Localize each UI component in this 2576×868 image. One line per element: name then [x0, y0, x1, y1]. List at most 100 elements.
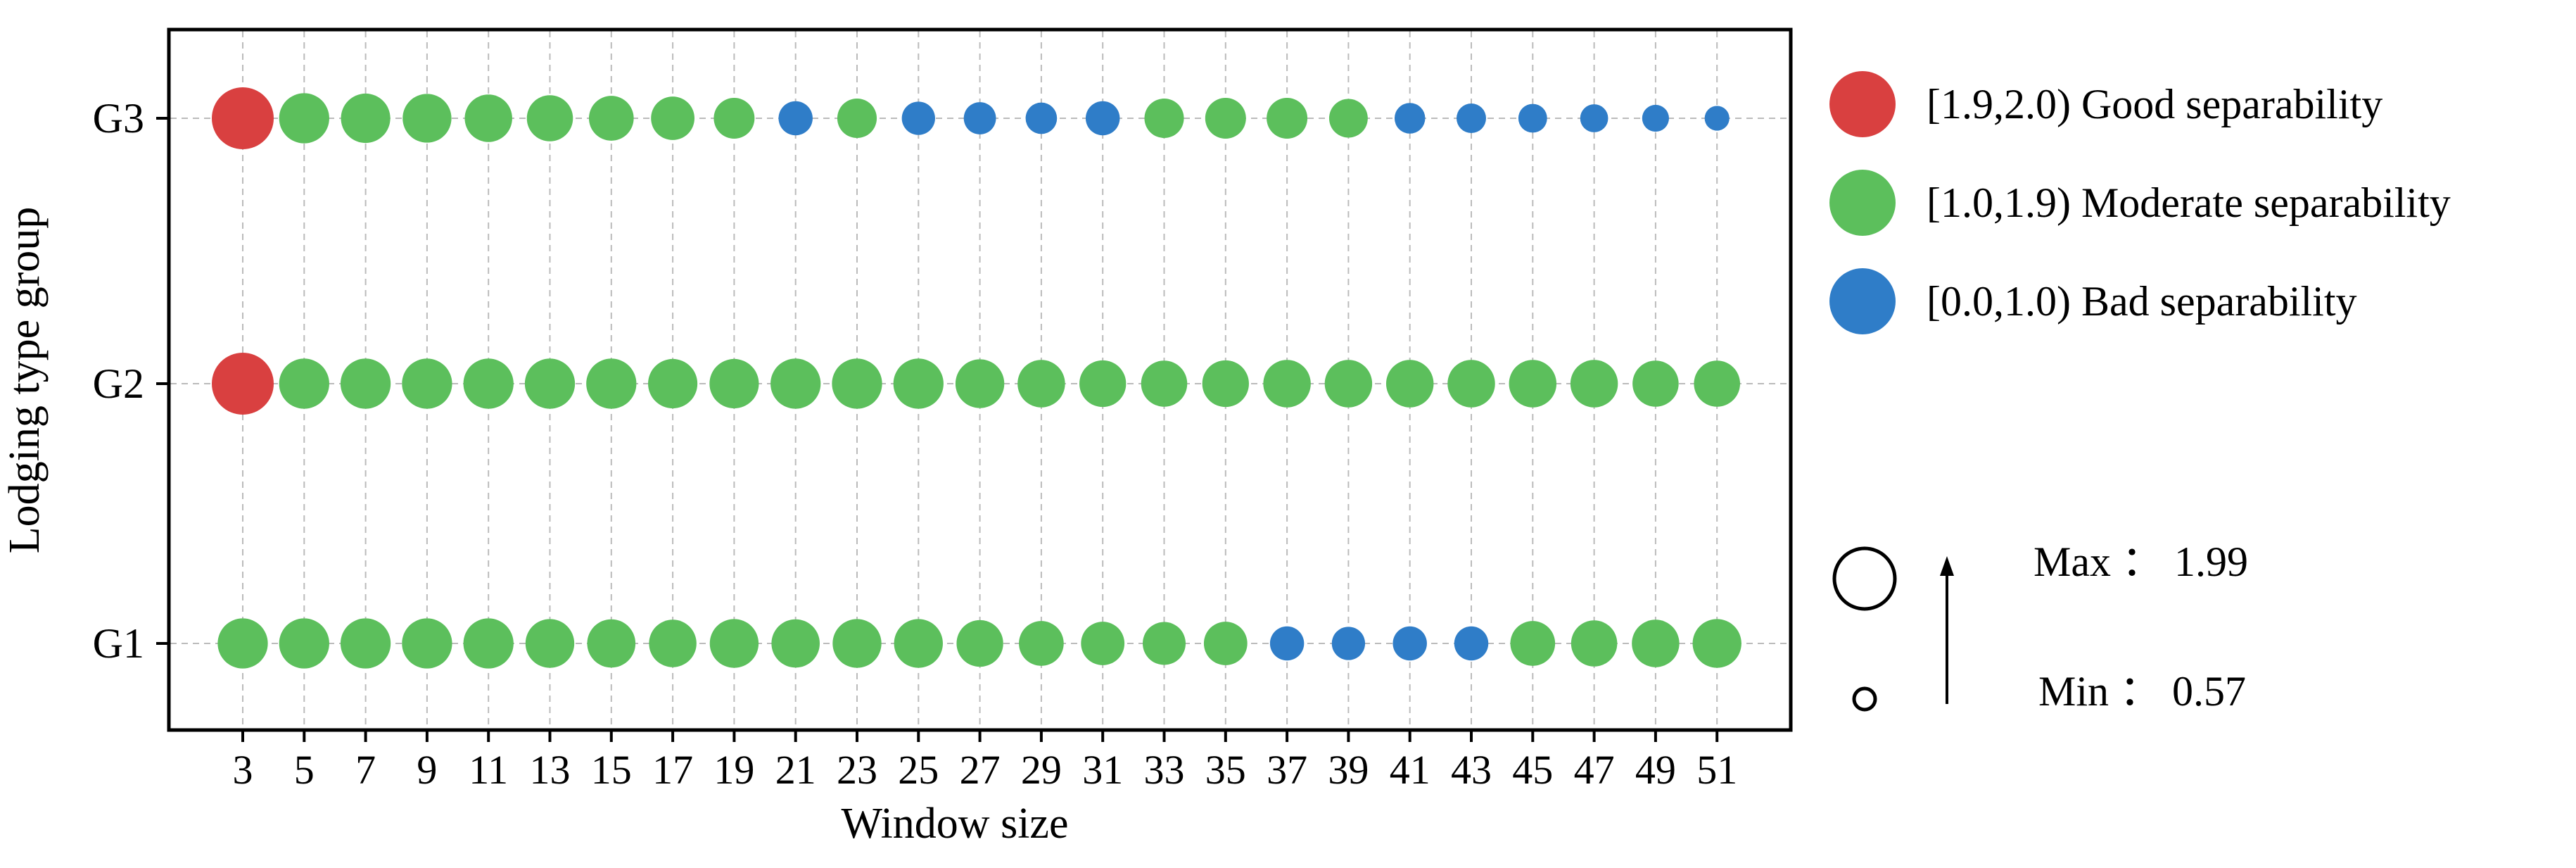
y-tick-label: G3: [93, 95, 144, 141]
bubble-point: [1328, 99, 1368, 138]
bubble-point: [1143, 622, 1186, 665]
x-tick-label: 37: [1267, 747, 1307, 793]
bubble-point: [1203, 622, 1248, 665]
legend-label: [1.0,1.9) Moderate separability: [1927, 180, 2451, 226]
x-tick-label: 47: [1574, 747, 1615, 793]
x-tick-label: 51: [1696, 747, 1737, 793]
bubble-point: [526, 95, 573, 141]
bubble-point: [1324, 360, 1373, 408]
bubble-point: [341, 93, 391, 144]
bubble-point: [1385, 360, 1434, 408]
size-legend-max-circle: [1832, 546, 1897, 611]
bubble-point: [463, 358, 514, 409]
x-tick-label: 35: [1205, 747, 1246, 793]
bubble-point: [1079, 360, 1127, 408]
bubble-point: [651, 96, 694, 140]
bubble-point: [713, 98, 755, 139]
bubble-point: [1518, 103, 1547, 133]
x-tick-label: 5: [294, 747, 315, 793]
bubble-point: [837, 98, 877, 139]
bubble-point: [464, 94, 512, 142]
size-legend-min-label: Min ： 0.57: [2038, 668, 2246, 715]
x-axis-ticks: 3 5 7 9 11 13 15 17 19 21 23 25 27 29 31 33 35 37 39 41 43 45…: [233, 730, 1737, 793]
bubble-point: [212, 87, 274, 149]
bubble-point: [1394, 103, 1426, 134]
bubble-point: [588, 96, 634, 141]
bubble-point: [402, 94, 452, 143]
x-tick-label: 41: [1390, 747, 1430, 793]
size-legend: Max ： 1.99 Min ： 0.57: [1832, 539, 2248, 715]
bubble-point: [217, 618, 268, 669]
bubble-point: [402, 618, 452, 669]
x-tick-label: 27: [960, 747, 1001, 793]
legend-swatch: [1829, 268, 1896, 334]
size-legend-min-circle: [1852, 686, 1877, 712]
bubble-point: [1025, 102, 1058, 134]
bubble-point: [1510, 621, 1556, 666]
bubble-point: [1457, 103, 1486, 133]
bubble-point: [771, 619, 820, 668]
x-tick-label: 21: [775, 747, 816, 793]
bubble-marks: [212, 87, 1741, 669]
bubble-point: [279, 618, 329, 669]
legend-swatch: [1829, 170, 1896, 236]
bubble-point: [709, 619, 759, 668]
x-tick-label: 19: [713, 747, 754, 793]
bubble-point: [1019, 621, 1064, 666]
bubble-point: [1580, 104, 1609, 132]
bubble-point: [1694, 360, 1740, 407]
grid-lines: [170, 31, 1789, 729]
bubble-point: [1331, 627, 1366, 660]
x-tick-label: 11: [469, 747, 508, 793]
bubble-point: [340, 618, 391, 669]
bubble-point: [279, 93, 329, 144]
bubble-point: [463, 618, 514, 669]
bubble-point: [1454, 626, 1489, 661]
bubble-point: [1632, 619, 1680, 667]
bubble-point: [1085, 101, 1120, 136]
bubble-point: [1144, 98, 1184, 139]
bubble-point: [525, 619, 575, 668]
bubble-point: [1269, 626, 1305, 661]
bubble-point: [1704, 106, 1730, 131]
color-legend: [1.9,2.0) Good separability [1.0,1.9) Mod…: [1829, 71, 2451, 334]
bubble-point: [1267, 98, 1308, 139]
bubble-point: [1141, 360, 1188, 407]
bubble-point: [955, 359, 1005, 408]
x-tick-label: 7: [355, 747, 376, 793]
x-axis-label: Window size: [842, 800, 1069, 848]
x-tick-label: 23: [837, 747, 877, 793]
x-tick-label: 45: [1512, 747, 1553, 793]
bubble-point: [1692, 619, 1741, 668]
bubble-point: [1017, 360, 1065, 408]
bubble-point: [1571, 620, 1618, 667]
bubble-point: [832, 619, 882, 668]
bubble-point: [778, 101, 813, 136]
x-tick-label: 31: [1082, 747, 1123, 793]
bubble-point: [1081, 622, 1125, 665]
legend-swatch: [1829, 71, 1896, 137]
bubble-point: [832, 358, 882, 409]
bubble-point: [1202, 360, 1249, 408]
bubble-point: [1642, 104, 1669, 132]
bubble-point: [212, 353, 274, 415]
x-tick-label: 15: [591, 747, 632, 793]
x-tick-label: 17: [652, 747, 693, 793]
x-tick-label: 33: [1144, 747, 1185, 793]
legend-label: [0.0,1.0) Bad separability: [1927, 278, 2357, 325]
x-tick-label: 39: [1328, 747, 1369, 793]
bubble-point: [894, 619, 943, 668]
x-tick-label: 29: [1021, 747, 1062, 793]
bubble-point: [901, 101, 935, 135]
bubble-point: [1447, 360, 1495, 408]
legend-label: [1.9,2.0) Good separability: [1927, 81, 2383, 127]
x-tick-label: 43: [1451, 747, 1492, 793]
y-tick-label: G2: [93, 360, 144, 407]
bubble-point: [279, 358, 329, 409]
bubble-point: [1205, 98, 1246, 139]
bubble-point: [402, 358, 452, 409]
x-tick-label: 49: [1635, 747, 1676, 793]
bubble-point: [709, 358, 759, 409]
x-tick-label: 25: [898, 747, 939, 793]
